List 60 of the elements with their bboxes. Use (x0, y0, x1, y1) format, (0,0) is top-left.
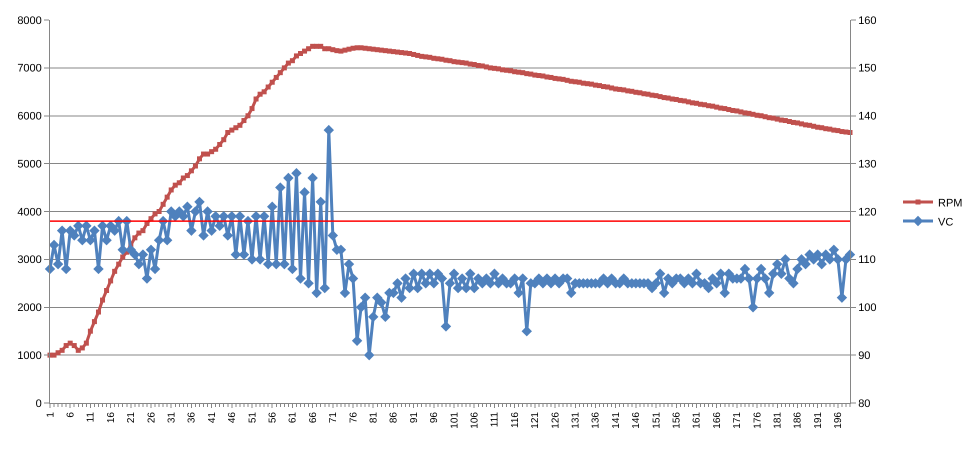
x-tick-label: 36 (186, 412, 198, 424)
x-tick-label: 121 (530, 412, 542, 429)
x-tick-label: 61 (288, 412, 299, 424)
x-tick-label: 66 (308, 412, 319, 424)
x-tick-label: 156 (672, 412, 683, 429)
x-tick-label: 176 (752, 412, 764, 429)
x-tick-label: 11 (86, 412, 97, 422)
y2-tick-label: 130 (858, 158, 877, 170)
x-tick-label: 151 (651, 412, 662, 429)
x-tick-label: 1 (45, 412, 56, 418)
x-tick-label: 101 (449, 412, 460, 429)
y2-tick-label: 160 (858, 14, 877, 27)
x-tick-label: 161 (692, 412, 703, 429)
x-tick-label: 126 (550, 412, 562, 429)
x-tick-label: 136 (590, 412, 602, 429)
legend-label: VC (938, 216, 954, 228)
y-tick-label: 6000 (17, 110, 42, 123)
x-tick-label: 141 (610, 412, 622, 429)
y2-tick-label: 120 (858, 206, 877, 218)
x-tick-label: 116 (510, 412, 521, 428)
x-tick-label: 86 (388, 412, 400, 424)
x-tick-label: 31 (166, 412, 178, 424)
x-tick-label: 71 (328, 412, 340, 424)
y-tick-label: 5000 (17, 158, 42, 170)
x-tick-label: 21 (126, 412, 138, 424)
y-tick-label: 3000 (17, 254, 42, 266)
x-tick-label: 191 (812, 412, 824, 429)
y-tick-label: 0 (36, 398, 42, 410)
y2-tick-label: 140 (858, 110, 877, 123)
y-tick-label: 8000 (17, 14, 42, 27)
y2-tick-label: 100 (858, 302, 877, 314)
y2-tick-label: 90 (858, 350, 870, 362)
legend-label: RPM (938, 197, 962, 210)
x-tick-label: 171 (732, 412, 744, 429)
x-tick-label: 76 (348, 412, 360, 424)
x-tick-label: 56 (267, 412, 278, 424)
x-tick-label: 166 (712, 412, 723, 429)
x-tick-label: 196 (833, 412, 844, 429)
x-tick-label: 51 (247, 412, 258, 424)
x-tick-label: 91 (408, 412, 420, 424)
x-tick-label: 146 (631, 412, 642, 429)
y2-tick-label: 80 (858, 398, 870, 410)
y-tick-label: 4000 (17, 206, 42, 218)
x-tick-label: 96 (429, 412, 440, 424)
x-tick-label: 46 (227, 412, 238, 424)
y2-tick-label: 150 (858, 62, 877, 75)
x-tick-label: 111 (490, 412, 501, 428)
y-tick-label: 1000 (17, 350, 42, 362)
x-tick-label: 186 (792, 412, 804, 429)
x-tick-label: 6 (65, 412, 76, 418)
x-tick-label: 41 (206, 412, 218, 424)
y-tick-label: 2000 (17, 302, 42, 314)
x-tick-label: 26 (146, 412, 158, 424)
x-tick-label: 106 (469, 412, 480, 429)
x-tick-label: 81 (368, 412, 380, 424)
y2-tick-label: 110 (858, 254, 876, 266)
y-tick-label: 7000 (17, 62, 42, 75)
x-tick-label: 131 (570, 412, 582, 429)
x-tick-label: 181 (772, 412, 784, 429)
x-tick-label: 16 (106, 412, 117, 424)
